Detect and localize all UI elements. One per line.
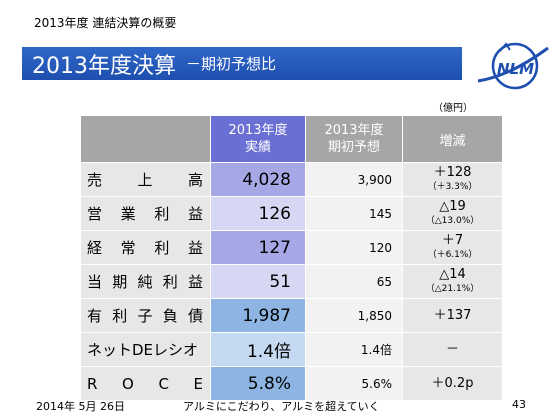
row-label-char: 経 — [87, 239, 103, 257]
diff-percent: （＋3.3%） — [427, 181, 478, 192]
row-label-char: 益 — [187, 273, 203, 291]
row-label: 経常利益 — [80, 230, 211, 265]
row-label-char: 子 — [137, 307, 153, 325]
row-label-char: 業 — [120, 205, 136, 223]
row-label-char: 益 — [187, 239, 203, 257]
diff-cell: ＋0.2p — [402, 366, 503, 401]
row-label-char: R — [87, 374, 98, 393]
row-label-char: 高 — [187, 171, 203, 189]
row-label-char: 債 — [187, 307, 203, 325]
table-row: 営業利益 126 145 △19 （△13.0%） — [80, 196, 503, 231]
row-label-char: 営 — [87, 205, 103, 223]
actual-value: 1.4倍 — [210, 332, 306, 367]
row-label-char: O — [122, 374, 134, 393]
row-label: ネットDEレシオ — [80, 332, 211, 367]
diff-value: ＋7 — [441, 232, 464, 248]
header-actual-line2: 実績 — [244, 140, 271, 155]
diff-cell: － — [402, 332, 503, 367]
row-label-char: 純 — [137, 273, 153, 291]
row-label-char: 期 — [112, 273, 128, 291]
header-plan-line1: 2013年度 — [324, 123, 384, 138]
diff-cell: △19 （△13.0%） — [402, 196, 503, 231]
slide-subtitle: －期初予想比 — [186, 55, 277, 73]
diff-cell: ＋137 — [402, 298, 503, 333]
diff-cell: ＋128 （＋3.3%） — [402, 162, 503, 197]
company-logo: NLM — [470, 36, 552, 92]
results-table: 2013年度 実績 2013年度 期初予想 増減 売上高 4,028 3,900 ＋1… — [80, 115, 503, 401]
header-plan: 2013年度 期初予想 — [305, 115, 403, 163]
row-label-char: 当 — [87, 273, 103, 291]
row-label-char: 有 — [87, 307, 103, 325]
row-label-char: 売 — [87, 171, 103, 189]
document-header: 2013年度 連結決算の概要 — [34, 16, 177, 30]
plan-value: 5.6% — [305, 366, 403, 401]
table-row: ネットDEレシオ 1.4倍 1.4倍 － — [80, 332, 503, 367]
page-number: 43 — [512, 398, 526, 411]
row-label: 営業利益 — [80, 196, 211, 231]
row-label-char: 利 — [154, 239, 170, 257]
slide-title: 2013年度決算 — [32, 53, 176, 79]
actual-value: 5.8% — [210, 366, 306, 401]
header-actual: 2013年度 実績 — [210, 115, 306, 163]
actual-value: 4,028 — [210, 162, 306, 197]
diff-percent: （△13.0%） — [425, 215, 480, 226]
unit-label: （億円） — [433, 103, 473, 114]
diff-cell: △14 （△21.1%） — [402, 264, 503, 299]
table-row: 有利子負債 1,987 1,850 ＋137 — [80, 298, 503, 333]
diff-value: ＋128 — [433, 164, 472, 180]
actual-value: 51 — [210, 264, 306, 299]
plan-value: 120 — [305, 230, 403, 265]
row-label-char: E — [193, 374, 203, 393]
diff-value: － — [445, 341, 459, 357]
plan-value: 65 — [305, 264, 403, 299]
actual-value: 1,987 — [210, 298, 306, 333]
table-row: 当期純利益 51 65 △14 （△21.1%） — [80, 264, 503, 299]
plan-value: 145 — [305, 196, 403, 231]
row-label-char: 益 — [187, 205, 203, 223]
title-bar: 2013年度決算 －期初予想比 — [22, 47, 462, 80]
actual-value: 127 — [210, 230, 306, 265]
row-label-char: 利 — [162, 273, 178, 291]
row-label-char: 常 — [120, 239, 136, 257]
diff-value: ＋0.2p — [431, 375, 474, 391]
table-row: 売上高 4,028 3,900 ＋128 （＋3.3%） — [80, 162, 503, 197]
diff-value: △19 — [439, 198, 466, 214]
plan-value: 1.4倍 — [305, 332, 403, 367]
header-actual-line1: 2013年度 — [228, 123, 288, 138]
actual-value: 126 — [210, 196, 306, 231]
diff-value: △14 — [439, 266, 466, 282]
row-label-char: C — [158, 374, 169, 393]
header-blank — [80, 115, 211, 163]
row-label: 当期純利益 — [80, 264, 211, 299]
table-row: 経常利益 127 120 ＋7 （＋6.1%） — [80, 230, 503, 265]
header-plan-line2: 期初予想 — [327, 140, 380, 155]
header-diff: 増減 — [402, 115, 503, 163]
table-row: R O C E 5.8% 5.6% ＋0.2p — [80, 366, 503, 401]
row-label-char: 利 — [112, 307, 128, 325]
diff-percent: （△21.1%） — [425, 283, 480, 294]
plan-value: 3,900 — [305, 162, 403, 197]
row-label-char: ネットDEレシオ — [87, 341, 199, 359]
row-label-char: 利 — [154, 205, 170, 223]
plan-value: 1,850 — [305, 298, 403, 333]
row-label-char: 負 — [162, 307, 178, 325]
diff-cell: ＋7 （＋6.1%） — [402, 230, 503, 265]
row-label-char: 上 — [137, 171, 153, 189]
footer-slogan: アルミにこだわり、アルミを超えていく — [183, 400, 380, 413]
diff-percent: （＋6.1%） — [427, 249, 478, 260]
logo-text: NLM — [497, 60, 534, 78]
row-label: 売上高 — [80, 162, 211, 197]
diff-value: ＋137 — [433, 307, 472, 323]
footer-date: 2014年 5月 26日 — [36, 400, 125, 413]
row-label: 有利子負債 — [80, 298, 211, 333]
